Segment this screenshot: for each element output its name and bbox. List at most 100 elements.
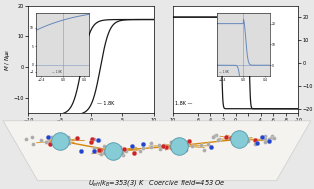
Point [115,154,120,157]
Point [161,145,166,148]
Point [271,137,276,140]
Point [241,141,246,144]
Point [176,144,181,147]
Point [45,141,50,144]
Point [185,143,190,146]
Point [149,146,154,149]
Point [269,136,274,139]
Point [66,142,71,145]
Point [231,143,236,146]
Point [184,149,189,152]
Text: — 1.8K: — 1.8K [52,70,62,74]
Point [269,134,274,137]
Point [170,146,175,149]
Point [210,136,215,139]
Point [54,143,59,146]
Y-axis label: $M$ / $N\mu_B$: $M$ / $N\mu_B$ [3,48,12,71]
Point [97,139,102,142]
Point [255,142,260,145]
Point [259,136,264,139]
Point [112,147,117,150]
Point [266,137,271,140]
Point [198,143,203,146]
Point [206,143,211,146]
Point [98,148,103,151]
Point [91,150,96,153]
Point [228,136,233,139]
Point [55,134,60,137]
Point [123,149,128,152]
Point [111,149,116,152]
Point [67,137,72,140]
Point [240,141,245,144]
Point [162,143,167,146]
Point [96,149,101,152]
Point [245,139,250,142]
Point [217,137,222,140]
Point [163,145,168,148]
Point [91,146,96,149]
Point [119,152,124,155]
Text: 1.8K —: 1.8K — [175,101,192,106]
Point [78,150,83,153]
Point [95,138,100,141]
Point [101,144,106,147]
Point [24,138,29,141]
Point [117,151,122,154]
Point [117,145,122,148]
Point [132,151,137,154]
Point [46,140,51,143]
Point [216,138,221,141]
Point [48,136,53,139]
Point [168,140,173,143]
Point [75,137,80,140]
X-axis label: $H$ / kOe: $H$ / kOe [80,124,102,132]
Point [182,142,187,145]
Point [31,142,36,145]
Point [66,136,71,139]
Point [64,137,69,140]
Point [90,137,95,140]
Point [158,147,163,150]
Point [212,135,217,138]
Point [57,139,62,142]
Text: — 1.8K: — 1.8K [219,70,229,74]
X-axis label: $H$ / kOe: $H$ / kOe [225,124,246,132]
Point [51,136,56,139]
Point [169,140,174,143]
Point [140,142,145,145]
Point [52,137,57,140]
Point [263,134,268,137]
Point [201,148,206,151]
Point [46,135,51,138]
Point [101,151,106,154]
Point [106,147,111,150]
Point [121,153,126,156]
Point [190,145,195,148]
Point [89,140,94,143]
Point [98,153,103,156]
Point [140,146,145,149]
Point [224,135,229,138]
Point [122,147,127,150]
Point [130,144,135,147]
Point [29,135,34,138]
Point [38,138,43,141]
Point [182,147,187,150]
Point [252,139,257,142]
Point [92,137,97,140]
Point [44,141,49,144]
Point [149,141,154,144]
Point [48,142,53,145]
Point [262,140,267,143]
Point [263,138,268,141]
Point [187,140,192,143]
Point [236,138,241,141]
Point [214,133,219,136]
Point [238,132,243,136]
Point [173,147,178,150]
Point [209,145,214,148]
Point [138,150,143,153]
Point [156,144,161,147]
Text: — 1.8K: — 1.8K [97,101,115,106]
